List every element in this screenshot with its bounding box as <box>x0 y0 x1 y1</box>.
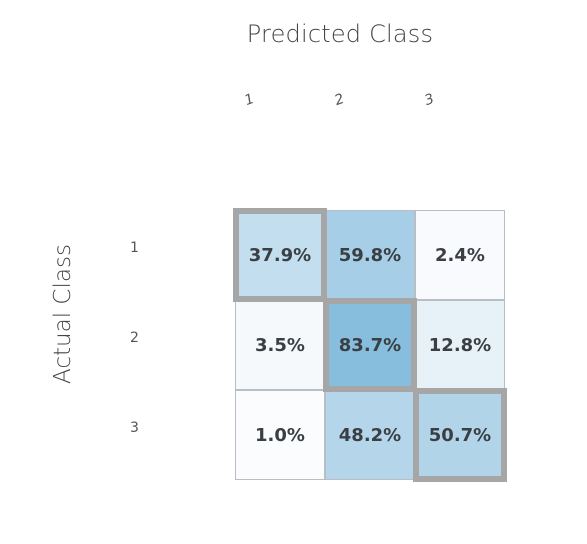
cell-label: 48.2% <box>338 424 402 446</box>
row-tick-1: 1 <box>130 240 139 256</box>
cell-r2-c1: 3.5% <box>235 300 325 390</box>
col-tick-2: 2 <box>332 90 347 110</box>
cell-label: 37.9% <box>248 244 312 266</box>
cell-label: 1.0% <box>255 424 305 446</box>
cell-r1-c1: 37.9% <box>235 210 325 300</box>
cell-label: 3.5% <box>255 334 305 356</box>
row-tick-3: 3 <box>130 420 139 436</box>
cell-label: 83.7% <box>338 334 402 356</box>
cell-r1-c2: 59.8% <box>325 210 415 300</box>
cell-r2-c2: 83.7% <box>325 300 415 390</box>
cell-r3-c1: 1.0% <box>235 390 325 480</box>
cell-label: 12.8% <box>428 334 492 356</box>
col-tick-3: 3 <box>422 90 437 110</box>
y-axis-title: Actual Class <box>50 244 76 384</box>
row-tick-2: 2 <box>130 330 139 346</box>
cell-label: 59.8% <box>338 244 402 266</box>
cell-r3-c3: 50.7% <box>415 390 505 480</box>
col-tick-1: 1 <box>242 90 257 110</box>
cell-r2-c3: 12.8% <box>415 300 505 390</box>
cell-label: 2.4% <box>435 244 485 266</box>
cell-r3-c2: 48.2% <box>325 390 415 480</box>
cell-label: 50.7% <box>428 424 492 446</box>
cell-r1-c3: 2.4% <box>415 210 505 300</box>
x-axis-title: Predicted Class <box>246 20 434 48</box>
